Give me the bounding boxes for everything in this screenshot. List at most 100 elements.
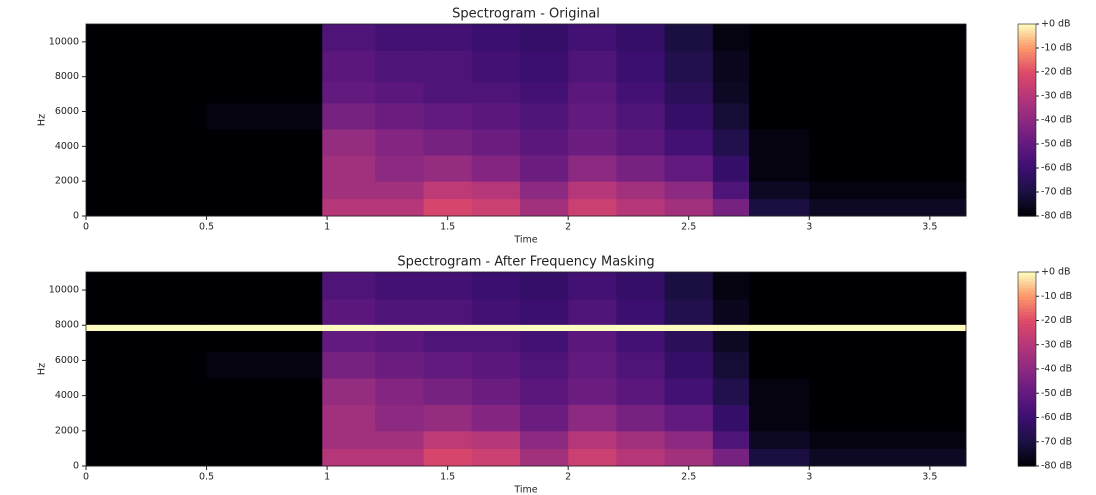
colorbar-tick-label: +0 dB — [1041, 267, 1071, 278]
spectrogram-cell — [520, 299, 569, 325]
spectrogram-cell — [375, 24, 424, 51]
spectrogram-cell — [322, 51, 376, 77]
spectrogram-cell — [207, 324, 323, 331]
spectrogram-cell — [375, 82, 424, 103]
spectrogram-cell — [207, 155, 323, 182]
x-tick-label: 3 — [806, 472, 812, 483]
spectrogram-cell — [424, 299, 473, 325]
chart-title: Spectrogram - Original — [452, 7, 600, 22]
spectrogram-cell — [86, 378, 207, 405]
spectrogram-cell — [616, 404, 665, 431]
spectrogram-cell — [322, 431, 376, 449]
spectrogram-cell — [472, 404, 521, 431]
spectrogram-cell — [472, 76, 521, 83]
spectrogram-cell — [207, 378, 323, 405]
spectrogram-cell — [424, 431, 473, 449]
x-axis-label: Time — [513, 485, 537, 495]
spectrogram-cell — [86, 324, 207, 331]
spectrogram-cell — [207, 82, 323, 103]
spectrogram-cell — [375, 324, 424, 331]
x-tick-label: 3 — [806, 222, 812, 233]
spectrogram-cell — [424, 378, 473, 405]
spectrogram-cell — [424, 103, 473, 130]
spectrogram-cell — [375, 103, 424, 130]
x-tick-label: 2 — [565, 222, 571, 233]
spectrogram-cell — [424, 82, 473, 103]
spectrogram-cell — [472, 378, 521, 405]
spectrogram-cell — [749, 378, 810, 405]
spectrogram-cell — [809, 155, 966, 182]
spectrogram-cell — [616, 129, 665, 156]
spectrogram-cell — [322, 76, 376, 83]
x-tick-label: 3.5 — [922, 222, 937, 233]
spectrogram-cell — [568, 404, 617, 431]
colorbar-tick-label: -30 dB — [1041, 339, 1072, 350]
spectrogram-cell — [207, 129, 323, 156]
spectrogram-cell — [809, 24, 966, 51]
spectrogram-cell — [568, 331, 617, 353]
spectrogram-cell — [665, 299, 714, 325]
y-tick-label: 10000 — [49, 285, 79, 296]
spectrogram-cell — [322, 181, 376, 199]
spectrogram-cell — [520, 155, 569, 182]
spectrogram-cell — [424, 181, 473, 199]
colorbar-tick-label: -70 dB — [1041, 436, 1072, 447]
spectrogram-cell — [616, 352, 665, 379]
spectrogram-cell — [665, 404, 714, 431]
spectrogram-cell — [424, 331, 473, 353]
spectrogram-cell — [616, 82, 665, 103]
spectrogram-cell — [322, 103, 376, 130]
spectrogram-cell — [713, 155, 750, 182]
spectrogram-cell — [713, 378, 750, 405]
spectrogram-cell — [424, 352, 473, 379]
spectrogram-cell — [749, 199, 810, 217]
spectrogram-cell — [322, 82, 376, 103]
spectrogram-cell — [665, 272, 714, 299]
spectrogram-cell — [568, 352, 617, 379]
x-tick-label: 1.5 — [440, 472, 455, 483]
spectrogram-cell — [472, 331, 521, 353]
spectrogram-cell — [616, 324, 665, 331]
spectrogram-cell — [568, 431, 617, 449]
colorbar-tick-label: +0 dB — [1041, 19, 1071, 30]
spectrogram-cell — [322, 448, 376, 466]
spectrogram-cell — [809, 299, 966, 325]
spectrogram-cell — [809, 103, 966, 130]
spectrogram-cell — [749, 404, 810, 431]
spectrogram-cell — [207, 272, 323, 299]
spectrogram-cell — [207, 431, 323, 449]
spectrogram-cell — [520, 404, 569, 431]
spectrogram-cell — [713, 272, 750, 299]
spectrogram-cell — [86, 82, 207, 103]
spectrogram-cell — [665, 24, 714, 51]
spectrogram-cell — [472, 155, 521, 182]
spectrogram-cell — [809, 331, 966, 353]
spectrogram-cell — [749, 352, 810, 379]
figure: Spectrogram - Original00.511.522.533.502… — [0, 0, 1096, 495]
spectrogram-cell — [713, 199, 750, 217]
spectrogram-cell — [809, 51, 966, 77]
spectrogram-cell — [207, 352, 323, 379]
spectrogram-cell — [472, 51, 521, 77]
spectrogram-cell — [472, 129, 521, 156]
x-tick-label: 1 — [324, 222, 330, 233]
spectrogram-cell — [424, 404, 473, 431]
spectrogram-cell — [520, 82, 569, 103]
spectrogram-cell — [665, 199, 714, 217]
spectrogram-cell — [665, 431, 714, 449]
spectrogram-cell — [713, 299, 750, 325]
spectrogram-cell — [86, 129, 207, 156]
spectrogram-cell — [520, 51, 569, 77]
spectrogram-cell — [322, 299, 376, 325]
y-tick-label: 0 — [73, 211, 79, 222]
colorbar-tick-label: -20 dB — [1041, 67, 1072, 78]
spectrogram-cell — [568, 181, 617, 199]
spectrogram-cell — [424, 324, 473, 331]
spectrogram-cell — [424, 272, 473, 299]
spectrogram-cell — [375, 448, 424, 466]
spectrogram-cell — [322, 155, 376, 182]
spectrogram-cell — [375, 51, 424, 77]
spectrogram-cell — [568, 82, 617, 103]
spectrogram-cell — [665, 181, 714, 199]
spectrogram-cell — [86, 199, 207, 217]
